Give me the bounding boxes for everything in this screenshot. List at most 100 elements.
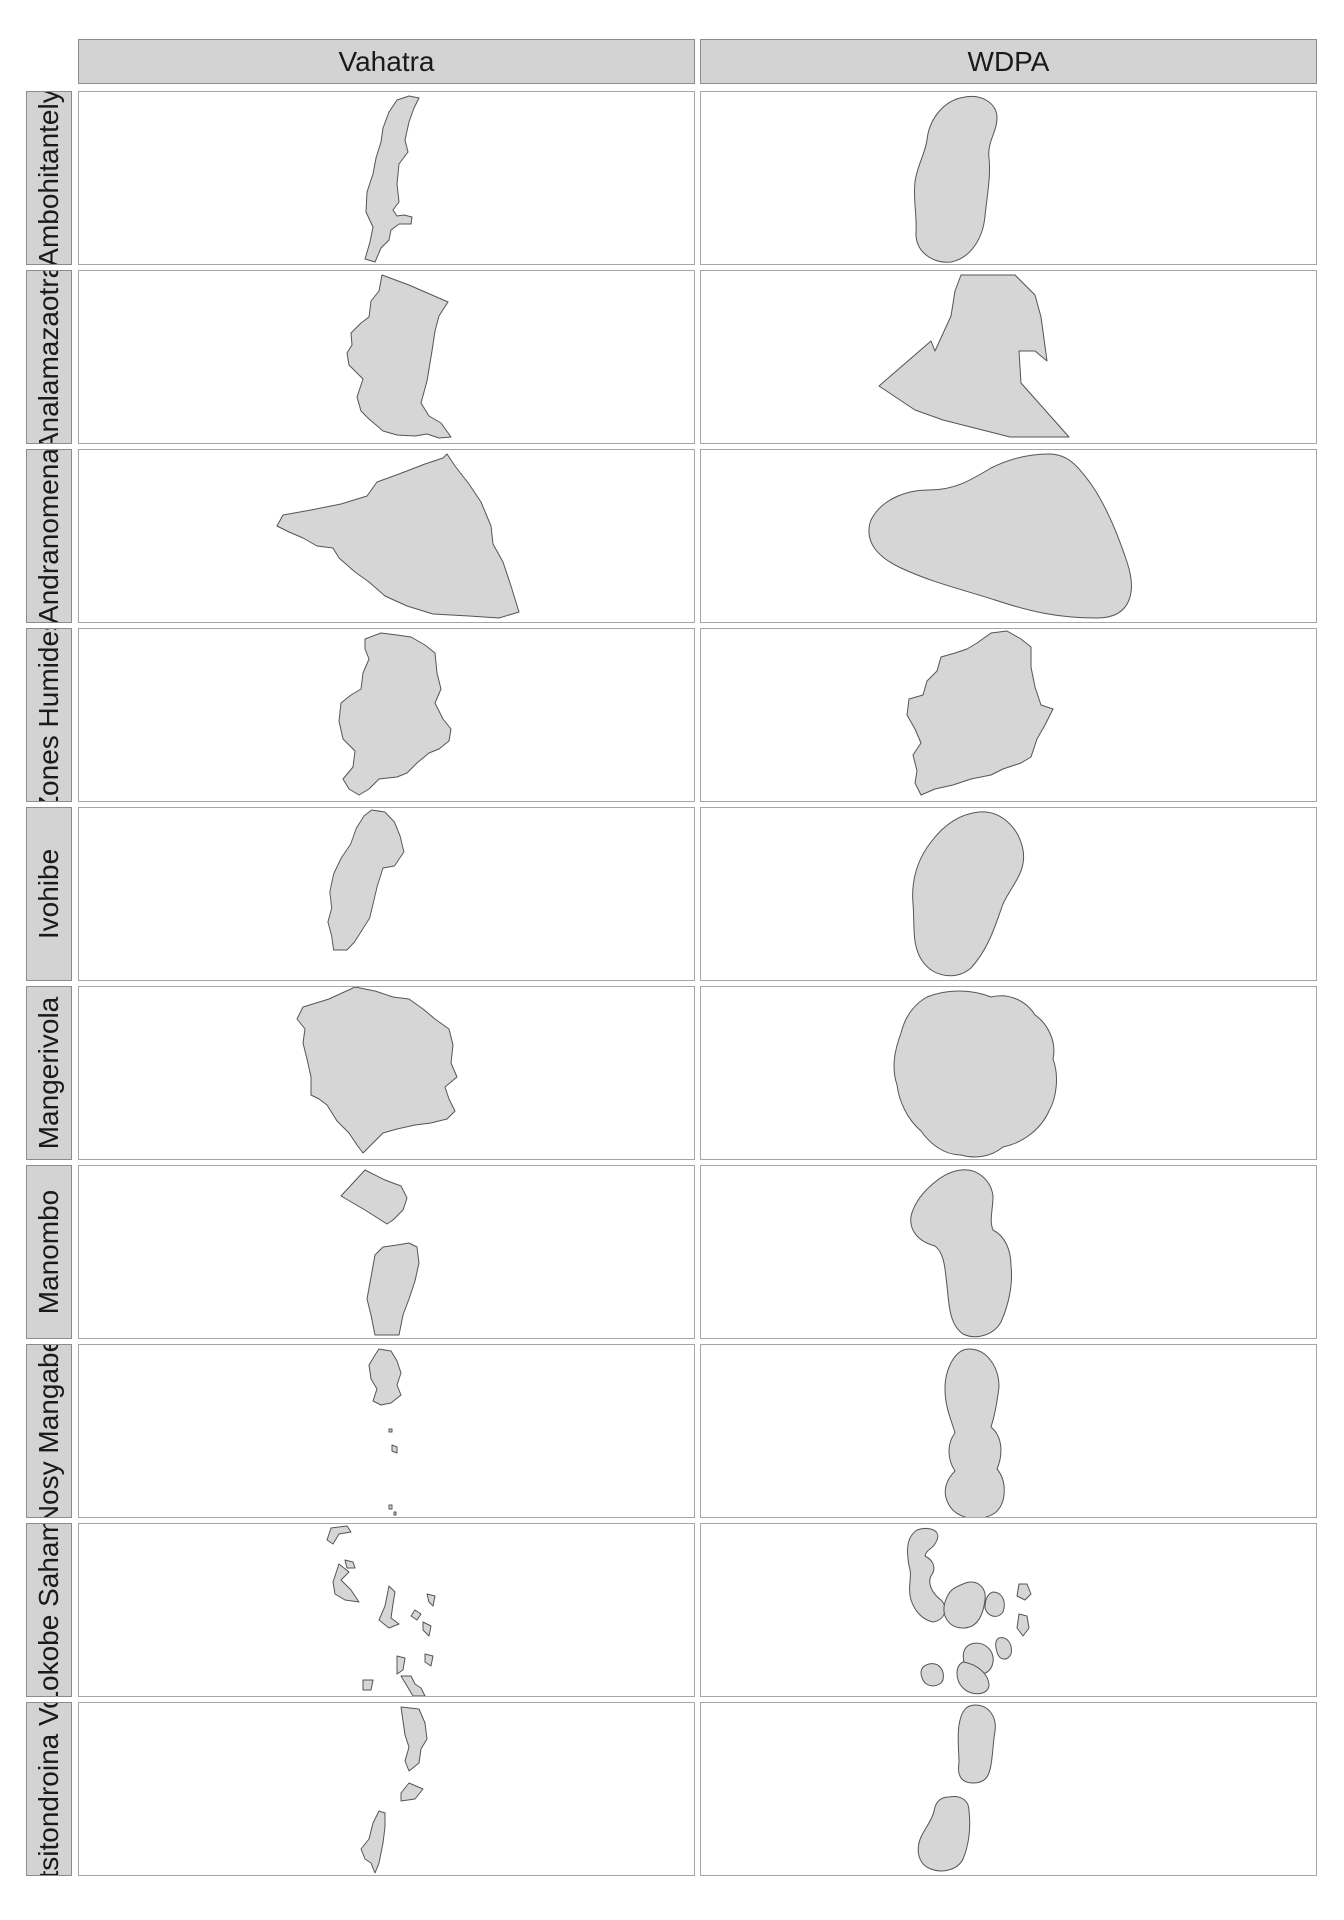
boundary-map <box>338 632 452 796</box>
boundary-polygon <box>1016 1583 1032 1601</box>
boundary-polygon <box>410 1609 422 1621</box>
panel-r9-vahatra <box>78 1523 695 1697</box>
row-strip-8: Nosy Mangabe <box>26 1344 72 1518</box>
boundary-polygon <box>943 1581 986 1629</box>
row-strip-7: Manombo <box>26 1165 72 1339</box>
boundary-map <box>917 1704 996 1872</box>
boundary-map <box>893 990 1057 1158</box>
boundary-polygon <box>276 453 520 619</box>
boundary-polygon <box>344 1559 356 1569</box>
row-label: Nosy Mangabe <box>33 1344 64 1518</box>
row-label: Ivohibe <box>33 848 64 940</box>
boundary-map <box>326 1525 436 1696</box>
row-label: Ambohitsitondroina Vohibasia <box>33 1703 65 1875</box>
boundary-polygon <box>388 1504 393 1510</box>
panel-r4-wdpa <box>700 628 1317 802</box>
boundary-map <box>868 453 1132 619</box>
row-strip-5: Ivohibe <box>26 807 72 981</box>
boundary-map <box>906 1527 1032 1695</box>
boundary-map <box>346 274 452 439</box>
boundary-polygon <box>400 1706 428 1772</box>
boundary-map <box>360 1706 428 1874</box>
panel-r9-wdpa <box>700 1523 1317 1697</box>
row-label: Zones Humides <box>33 628 64 802</box>
panel-r1-vahatra <box>78 91 695 265</box>
boundary-polygon <box>326 1525 352 1545</box>
panel-r6-vahatra <box>78 986 695 1160</box>
boundary-polygon <box>400 1782 424 1802</box>
boundary-polygon <box>426 1593 436 1607</box>
boundary-map <box>912 811 1025 977</box>
boundary-polygon <box>920 1663 944 1687</box>
boundary-polygon <box>360 1810 386 1874</box>
panel-r3-andranomena-wdpa <box>700 449 1317 623</box>
boundary-polygon <box>393 1511 397 1516</box>
panel-r1-wdpa <box>700 91 1317 265</box>
facet-label-vahatra: Vahatra <box>338 45 435 77</box>
boundary-polygon <box>906 1527 946 1623</box>
boundary-polygon <box>878 274 1070 438</box>
panel-r2-wdpa <box>700 270 1317 444</box>
row-label: Ambohitantely <box>33 91 64 265</box>
boundary-polygon <box>366 1242 420 1336</box>
boundary-polygon <box>364 95 420 263</box>
boundary-polygon <box>910 1169 1012 1338</box>
boundary-polygon <box>378 1585 400 1629</box>
row-strip-4: Zones Humides <box>26 628 72 802</box>
panel-r10-wdpa <box>700 1702 1317 1876</box>
boundary-map <box>296 987 458 1154</box>
row-strip-9: Tampolo Nosy Be Lokobe Sahamalaza Iles R… <box>26 1523 72 1697</box>
boundary-polygon <box>957 1704 996 1784</box>
boundary-polygon <box>913 95 998 263</box>
row-label: Manombo <box>33 1189 64 1315</box>
boundary-polygon <box>368 1348 402 1406</box>
panel-r5-vahatra <box>78 807 695 981</box>
row-strip-1: Ambohitantely <box>26 91 72 265</box>
boundary-polygon <box>917 1796 971 1872</box>
boundary-map <box>878 274 1070 438</box>
row-strip-3: Andranomena <box>26 449 72 623</box>
row-strip-6: Mangerivola <box>26 986 72 1160</box>
boundary-polygon <box>362 1679 374 1691</box>
panel-r4-vahatra <box>78 628 695 802</box>
boundary-map <box>944 1348 1005 1517</box>
boundary-polygon <box>391 1444 398 1454</box>
facet-strip-vahatra: Vahatra <box>78 39 695 84</box>
boundary-polygon <box>400 1675 426 1696</box>
boundary-polygon <box>1016 1613 1030 1637</box>
boundary-polygon <box>893 990 1057 1158</box>
boundary-polygon <box>338 632 452 796</box>
boundary-map <box>910 1169 1012 1338</box>
panel-r8-wdpa <box>700 1344 1317 1518</box>
boundary-polygon <box>906 630 1054 796</box>
panel-r6-wdpa <box>700 986 1317 1160</box>
boundary-polygon <box>944 1348 1005 1517</box>
boundary-polygon <box>984 1591 1005 1617</box>
boundary-polygon <box>388 1428 393 1433</box>
row-label: Tampolo Nosy Be Lokobe Sahamalaza Iles R… <box>33 1524 65 1696</box>
row-strip-10: Ambohitsitondroina Vohibasia <box>26 1702 72 1876</box>
boundary-polygon <box>995 1637 1012 1660</box>
boundary-polygon <box>396 1655 406 1675</box>
row-label: Analamazaotra <box>33 270 64 444</box>
boundary-polygon <box>296 987 458 1154</box>
boundary-map <box>906 630 1054 796</box>
boundary-map <box>368 1348 402 1516</box>
boundary-polygon <box>956 1661 990 1695</box>
boundary-map <box>327 809 405 951</box>
boundary-polygon <box>332 1563 360 1603</box>
boundary-map <box>913 95 998 263</box>
row-label: Andranomena <box>33 449 64 623</box>
boundary-polygon <box>327 809 405 951</box>
boundary-polygon <box>868 453 1132 619</box>
panel-r2-vahatra <box>78 270 695 444</box>
facet-label-wdpa: WDPA <box>967 45 1050 77</box>
facet-strip-wdpa: WDPA <box>700 39 1317 84</box>
boundary-polygon <box>346 274 452 439</box>
row-strip-2: Analamazaotra <box>26 270 72 444</box>
panel-r7-vahatra <box>78 1165 695 1339</box>
panel-r3-andranomena-vahatra <box>78 449 695 623</box>
panel-r5-wdpa <box>700 807 1317 981</box>
boundary-map <box>340 1169 420 1336</box>
boundary-map <box>364 95 420 263</box>
